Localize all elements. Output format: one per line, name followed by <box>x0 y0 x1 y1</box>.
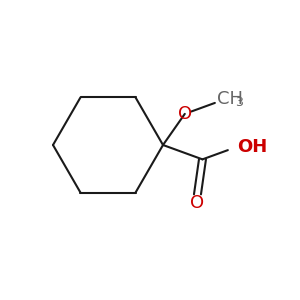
Text: CH: CH <box>217 90 243 108</box>
Text: OH: OH <box>237 138 268 156</box>
Text: O: O <box>178 105 192 123</box>
Text: 3: 3 <box>235 96 243 110</box>
Text: O: O <box>190 194 205 212</box>
